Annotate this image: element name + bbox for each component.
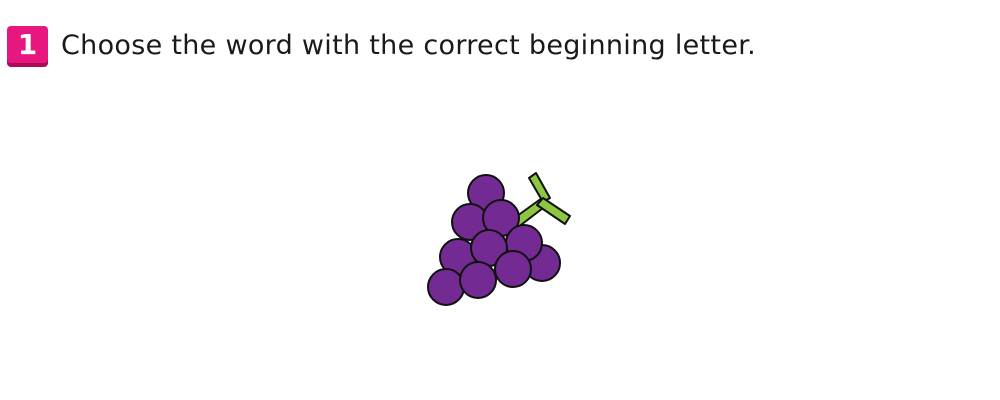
question-header: 1 Choose the word with the correct begin… <box>0 0 1000 80</box>
grapes-illustration <box>427 172 571 306</box>
question-number: 1 <box>7 26 48 63</box>
question-prompt: Choose the word with the correct beginni… <box>61 30 757 61</box>
grapes-icon <box>410 160 590 320</box>
question-number-badge: 1 <box>7 26 48 67</box>
grape-berries <box>427 174 561 306</box>
